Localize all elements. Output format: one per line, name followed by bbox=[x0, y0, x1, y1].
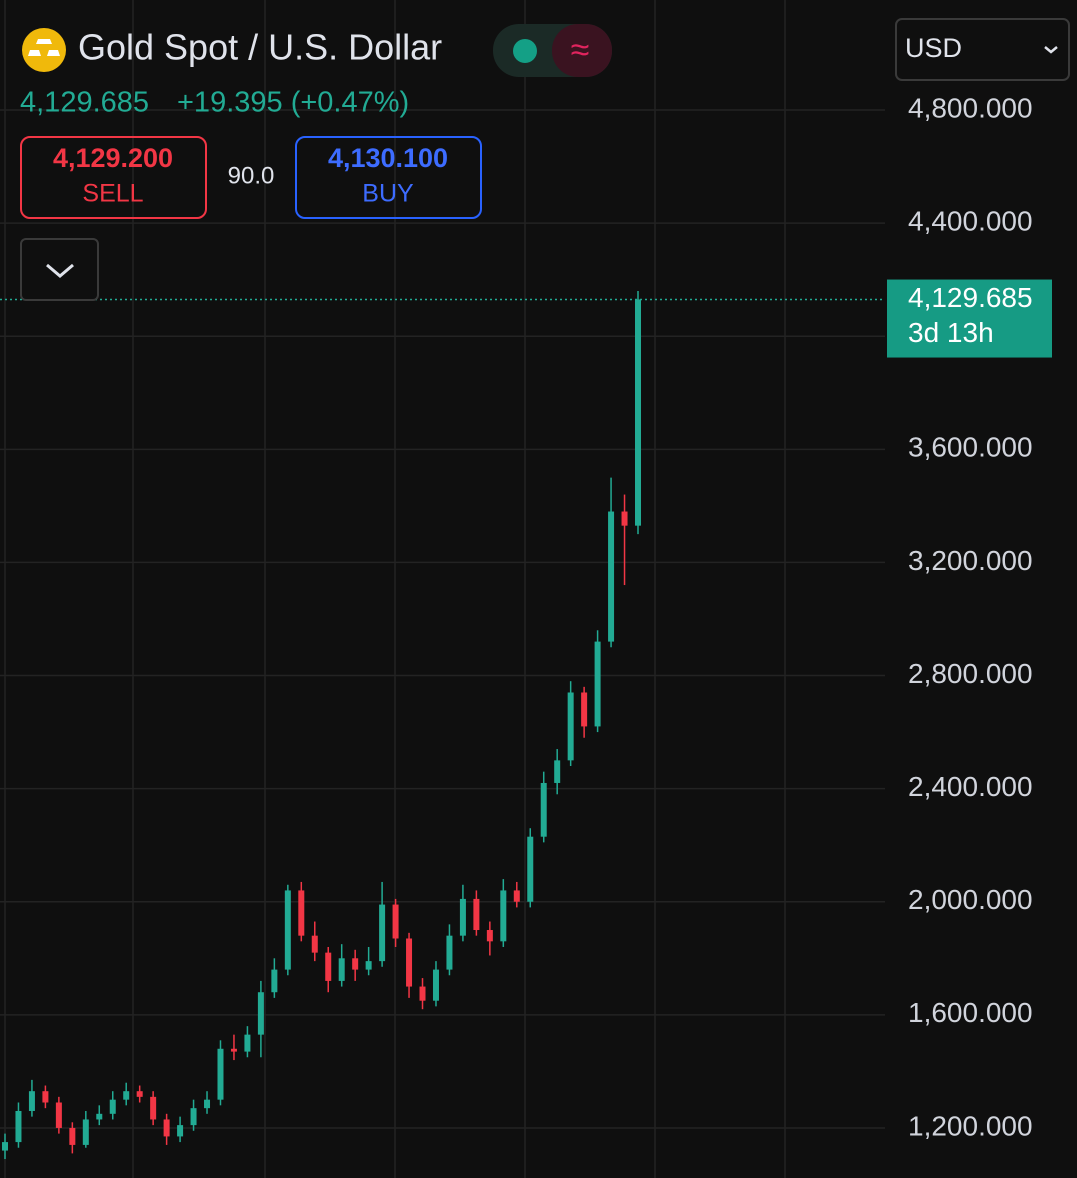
sell-button[interactable] bbox=[20, 136, 207, 219]
y-tick-label: 1,200.000 bbox=[908, 1110, 1033, 1141]
buy-price: 4,130.100 bbox=[328, 143, 448, 173]
candle-body bbox=[352, 958, 359, 970]
candle-body bbox=[42, 1091, 49, 1103]
candle-body bbox=[419, 986, 426, 1001]
sell-label: SELL bbox=[82, 180, 143, 208]
select-chevron bbox=[1044, 46, 1058, 54]
candle-body bbox=[298, 890, 305, 936]
y-tick-label: 2,800.000 bbox=[908, 658, 1033, 689]
candle-body bbox=[15, 1110, 22, 1143]
candle-body bbox=[55, 1102, 62, 1128]
candle-body bbox=[554, 760, 561, 783]
price-change: +19.395 (+0.47%) bbox=[177, 87, 409, 119]
y-tick-label: 3,600.000 bbox=[908, 432, 1033, 463]
candle-body bbox=[621, 511, 628, 526]
candle-body bbox=[446, 935, 453, 970]
symbol-title: Gold Spot / U.S. Dollar bbox=[78, 27, 442, 68]
y-tick-label: 1,600.000 bbox=[908, 997, 1033, 1028]
candle-body bbox=[379, 904, 386, 962]
candle-body bbox=[567, 692, 574, 761]
candle-body bbox=[284, 890, 291, 970]
candle-body bbox=[69, 1127, 76, 1145]
candle-body bbox=[109, 1099, 116, 1114]
y-tick-label: 4,800.000 bbox=[908, 92, 1033, 123]
candle-body bbox=[257, 992, 264, 1035]
buy-label: BUY bbox=[362, 180, 414, 208]
candle-body bbox=[325, 952, 332, 981]
candle-body bbox=[190, 1108, 197, 1126]
candle-body bbox=[500, 890, 507, 942]
candle-body bbox=[338, 958, 345, 981]
candle-body bbox=[82, 1119, 89, 1145]
candle-body bbox=[540, 782, 547, 837]
sell-price: 4,129.200 bbox=[53, 143, 173, 173]
candle-body bbox=[392, 904, 399, 939]
candle-body bbox=[150, 1096, 157, 1120]
y-tick-label: 3,200.000 bbox=[908, 545, 1033, 576]
candle-body bbox=[459, 898, 466, 936]
candle-body bbox=[204, 1099, 211, 1109]
candle-body bbox=[230, 1048, 237, 1052]
logo-bars bbox=[28, 39, 60, 56]
candle-body bbox=[365, 961, 372, 970]
candle-body bbox=[2, 1142, 8, 1151]
candle-body bbox=[594, 641, 601, 727]
spread: 90.0 bbox=[228, 162, 275, 189]
candle-body bbox=[177, 1125, 184, 1137]
candle-body bbox=[406, 938, 413, 987]
candle-body bbox=[136, 1091, 143, 1097]
symbol-logo bbox=[22, 28, 66, 72]
y-tick-label: 2,400.000 bbox=[908, 771, 1033, 802]
delayed-icon: ≈ bbox=[571, 31, 590, 69]
market-open-dot bbox=[513, 39, 537, 63]
last-price-label: 4,129.685 bbox=[908, 282, 1033, 313]
candle-body bbox=[635, 299, 641, 526]
currency-select[interactable] bbox=[895, 18, 1070, 81]
vertical-grid bbox=[4, 0, 786, 1178]
candle-body bbox=[432, 969, 439, 1001]
candle-body bbox=[311, 935, 318, 953]
candle-body bbox=[244, 1034, 251, 1052]
y-tick-label: 4,400.000 bbox=[908, 205, 1033, 236]
chevron-icon bbox=[46, 263, 74, 278]
candle-body bbox=[271, 969, 278, 993]
candle-body bbox=[123, 1091, 130, 1100]
candle-body bbox=[527, 836, 534, 902]
buy-button[interactable] bbox=[295, 136, 482, 219]
candle-body bbox=[513, 890, 520, 902]
candle-body bbox=[486, 930, 493, 942]
candle-body bbox=[96, 1113, 103, 1120]
candle-body bbox=[217, 1048, 224, 1100]
y-tick-label: 2,000.000 bbox=[908, 884, 1033, 915]
currency: USD bbox=[905, 33, 962, 63]
candle-body bbox=[608, 511, 615, 642]
last-price-box bbox=[887, 279, 1052, 358]
candle-body bbox=[473, 898, 480, 931]
candle-body bbox=[28, 1091, 35, 1111]
status-pill-red bbox=[552, 24, 612, 77]
countdown: 3d 13h bbox=[908, 317, 994, 348]
last-price: 4,129.685 bbox=[20, 87, 149, 119]
expand-button[interactable] bbox=[20, 238, 99, 301]
candle-body bbox=[581, 692, 588, 727]
candle-body bbox=[163, 1119, 170, 1137]
